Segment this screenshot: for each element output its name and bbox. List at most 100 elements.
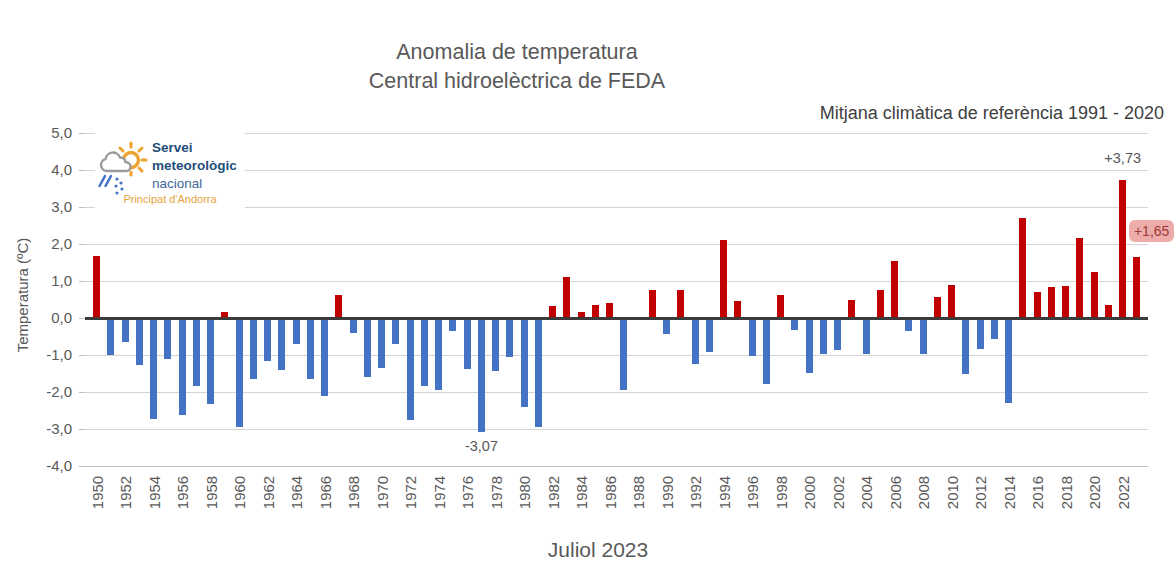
bar-2016 [1034,292,1041,318]
bar-2009 [934,297,941,318]
y-tick--4,0 [79,466,85,467]
x-tick-label-2010: 2010 [944,475,959,511]
bar-2010 [948,285,955,318]
bar-1971 [392,318,399,344]
x-tick-label-2002: 2002 [830,475,845,511]
y-tick-1,0 [79,281,85,282]
zero-axis-line [85,317,1148,320]
y-tick--2,0 [79,392,85,393]
bar-2008 [920,318,927,354]
gridline--3,0 [85,429,1148,430]
logo-caption: Principat d'Andorra [95,193,245,205]
bar-1995 [734,301,741,318]
bar-1966 [321,318,328,396]
x-tick-label-1962: 1962 [260,475,275,511]
x-tick-label-2016: 2016 [1030,475,1045,511]
bar-1957 [193,318,200,386]
bar-1978 [492,318,499,371]
x-tick-label-1988: 1988 [631,475,646,511]
logo: Servei meteorològic nacional Principat d… [95,131,245,209]
bar-1956 [179,318,186,415]
x-tick-label-2012: 2012 [973,475,988,511]
bar-1958 [207,318,214,404]
bar-2018 [1062,286,1069,318]
bar-2020 [1091,272,1098,318]
x-tick-label-1972: 1972 [403,475,418,511]
bar-1998 [777,295,784,318]
annotation-2022: +3,73 [1088,150,1158,166]
y-tick-label-0,0: 0,0 [22,310,72,326]
chart-title-line1: Anomalia de temperatura [0,38,1034,67]
x-tick-label-2000: 2000 [802,475,817,511]
x-tick-label-1986: 1986 [602,475,617,511]
y-tick-label-1,0: 1,0 [22,273,72,289]
x-tick-label-1992: 1992 [688,475,703,511]
chart-title-line2: Central hidroelèctrica de FEDA [0,67,1034,96]
bar-2000 [806,318,813,373]
gridline--4,0 [85,466,1148,467]
bar-1980 [521,318,528,407]
x-tick-label-1968: 1968 [346,475,361,511]
x-axis-title: Juliol 2023 [0,538,1176,562]
bar-2023 [1133,257,1140,318]
y-tick-label--1,0: -1,0 [22,347,72,363]
bar-1973 [421,318,428,386]
x-tick-label-1960: 1960 [232,475,247,511]
x-tick-label-1974: 1974 [431,475,446,511]
bar-2005 [877,290,884,318]
bar-1981 [535,318,542,427]
bar-1992 [692,318,699,364]
bar-1993 [706,318,713,352]
bar-1965 [307,318,314,379]
bar-2011 [962,318,969,374]
bar-2001 [820,318,827,354]
x-tick-label-1998: 1998 [773,475,788,511]
bar-1954 [150,318,157,419]
bar-1979 [506,318,513,357]
bar-1970 [378,318,385,368]
x-tick-label-1952: 1952 [118,475,133,511]
weather-logo-icon [97,138,155,200]
bar-1952 [122,318,129,342]
y-tick-label-2,0: 2,0 [22,236,72,252]
x-tick-label-1978: 1978 [488,475,503,511]
gridline--2,0 [85,392,1148,393]
logo-line1: Servei [152,139,237,157]
gridline-2,0 [85,244,1148,245]
bar-1969 [364,318,371,377]
bar-1994 [720,240,727,318]
bar-1951 [107,318,114,355]
y-axis-title: Temperatura (ºC) [14,235,30,355]
bar-2022 [1119,180,1126,318]
bar-1977 [478,318,485,432]
bar-1990 [663,318,670,334]
bar-2012 [977,318,984,349]
bar-2014 [1005,318,1012,403]
bar-1972 [407,318,414,420]
x-tick-label-2020: 2020 [1087,475,1102,511]
bar-1996 [749,318,756,356]
bar-1974 [435,318,442,390]
x-tick-label-1966: 1966 [317,475,332,511]
x-tick-label-1970: 1970 [374,475,389,511]
y-tick-label--2,0: -2,0 [22,384,72,400]
bar-1962 [264,318,271,361]
bar-1964 [293,318,300,344]
y-tick-4,0 [79,170,85,171]
bar-1997 [763,318,770,384]
bar-2019 [1076,238,1083,318]
x-tick-label-1996: 1996 [745,475,760,511]
bar-2015 [1019,218,1026,318]
x-tick-label-1964: 1964 [289,475,304,511]
y-tick--3,0 [79,429,85,430]
x-tick-label-1982: 1982 [545,475,560,511]
bar-2017 [1048,287,1055,318]
bar-1968 [350,318,357,333]
x-tick-label-2022: 2022 [1115,475,1130,511]
y-tick-5,0 [79,133,85,134]
y-tick-label--3,0: -3,0 [22,421,72,437]
bar-1950 [93,256,100,318]
x-tick-label-1956: 1956 [175,475,190,511]
x-tick-label-1980: 1980 [517,475,532,511]
logo-line2: meteorològic [152,157,237,175]
